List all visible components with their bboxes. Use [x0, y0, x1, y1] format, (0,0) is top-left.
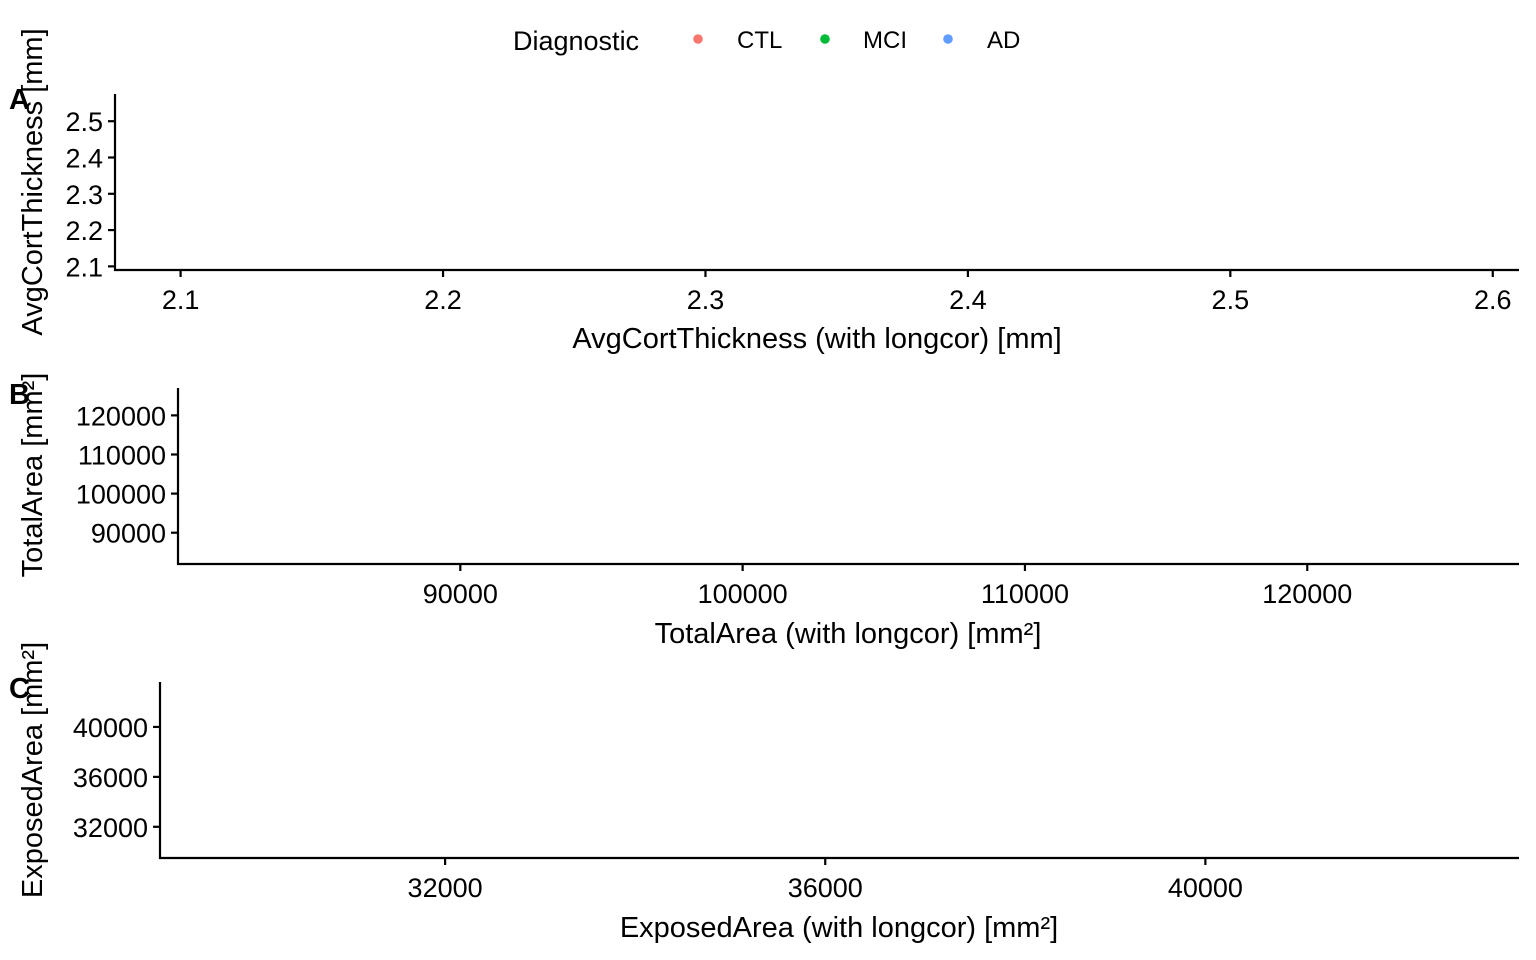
legend-label-ctl: CTL [737, 27, 782, 54]
panel-c-x-axis-title: ExposedArea (with longcor) [mm²] [620, 912, 1058, 944]
panel-c: C 32000 36000 40000 32000 36000 40000 Exposed… [9, 642, 1519, 944]
legend-title: Diagnostic [513, 26, 639, 56]
panel-a-ticks: 2.1 2.2 2.3 2.4 2.5 2.6 2.1 2.2 2.3 2.4 2.5 [65, 107, 1511, 315]
panel-b-y-tick-label: 110000 [78, 440, 166, 470]
panel-c-y-tick-label: 40000 [73, 713, 148, 743]
panel-c-x-tick-label: 36000 [788, 873, 863, 903]
legend-item-mci: MCI [820, 27, 907, 54]
panel-tag-c: C [9, 673, 30, 705]
panel-b-axes [176, 388, 1519, 566]
panel-tag-a: A [9, 84, 30, 116]
panel-c-y-axis-title: ExposedArea [mm²] [17, 642, 49, 898]
panel-tag-b: B [9, 379, 30, 411]
panel-b-y-tick-label: 100000 [76, 480, 166, 510]
panel-a-x-tick-label: 2.4 [949, 285, 987, 315]
panel-a-y-axis-title: AvgCortThickness [mm] [17, 28, 49, 335]
legend-swatch-mci [820, 34, 830, 44]
legend-item-ad: AD [943, 27, 1020, 54]
panel-a-y-tick-label: 2.3 [65, 180, 103, 210]
panel-b-y-tick-label: 120000 [76, 401, 166, 431]
panel-b-x-tick-label: 120000 [1262, 579, 1352, 609]
panel-c-x-tick-label: 40000 [1168, 873, 1243, 903]
panel-b-ticks: 90000 100000 110000 120000 90000 100000 110000… [76, 401, 1352, 609]
panel-b-x-tick-label: 90000 [423, 579, 498, 609]
panel-c-y-tick-label: 32000 [73, 813, 148, 843]
legend-item-ctl: CTL [693, 27, 782, 54]
legend-swatch-ctl [693, 34, 703, 44]
panel-a-x-tick-label: 2.2 [424, 285, 462, 315]
panel-b-y-axis-title: TotalArea [mm²] [17, 373, 49, 578]
panel-a-y-tick-label: 2.2 [65, 216, 103, 246]
panel-c-ticks: 32000 36000 40000 32000 36000 40000 [73, 713, 1243, 903]
panel-b: B 90000 100000 110000 120000 90000 100000 1100… [9, 373, 1519, 650]
legend-label-mci: MCI [863, 27, 907, 54]
panel-a-x-tick-label: 2.3 [687, 285, 725, 315]
legend-label-ad: AD [987, 27, 1020, 54]
panel-a: A 2.1 2.2 2.3 2.4 2.5 2.6 2.1 2.2 2.3 2.4 2.5 AvgC… [9, 28, 1519, 355]
panel-b-x-tick-label: 100000 [698, 579, 788, 609]
panel-a-y-tick-label: 2.5 [65, 107, 103, 137]
panel-b-x-axis-title: TotalArea (with longcor) [mm²] [655, 618, 1042, 650]
panel-c-axes [158, 682, 1519, 860]
panel-a-x-tick-label: 2.6 [1474, 285, 1512, 315]
panel-a-x-axis-title: AvgCortThickness (with longcor) [mm] [572, 323, 1061, 355]
legend-swatch-ad [943, 34, 953, 44]
panel-a-x-tick-label: 2.5 [1212, 285, 1250, 315]
panel-b-y-tick-label: 90000 [91, 519, 166, 549]
panel-a-y-tick-label: 2.4 [65, 144, 103, 174]
panel-a-x-tick-label: 2.1 [162, 285, 200, 315]
panel-a-y-tick-label: 2.1 [65, 252, 103, 282]
panel-c-x-tick-label: 32000 [408, 873, 483, 903]
panel-a-axes [113, 94, 1519, 272]
legend: Diagnostic CTL MCI AD [513, 26, 1020, 56]
panel-b-x-tick-label: 110000 [981, 579, 1069, 609]
panel-c-y-tick-label: 36000 [73, 763, 148, 793]
